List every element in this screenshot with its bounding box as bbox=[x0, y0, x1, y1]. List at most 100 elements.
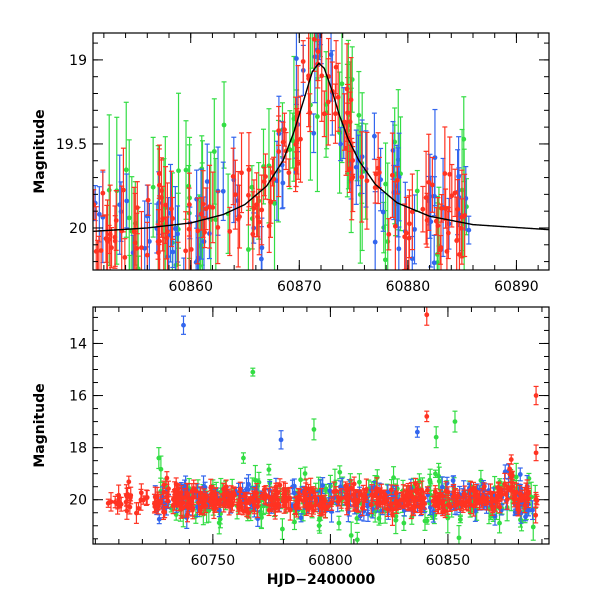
bottom-data-point bbox=[303, 467, 308, 480]
top-data-point bbox=[372, 113, 377, 159]
top-marker bbox=[259, 208, 264, 213]
bottom-marker bbox=[433, 471, 438, 476]
bottom-marker bbox=[337, 521, 342, 526]
bottom-marker bbox=[217, 520, 222, 525]
bottom-marker bbox=[134, 511, 139, 516]
top-y-tick-label: 19 bbox=[69, 53, 87, 69]
top-marker bbox=[453, 190, 458, 195]
bottom-marker bbox=[497, 521, 502, 526]
top-marker bbox=[267, 224, 272, 229]
top-marker bbox=[157, 239, 162, 244]
top-marker bbox=[286, 170, 291, 175]
bottom-panel-marks bbox=[106, 304, 540, 550]
top-marker bbox=[215, 225, 220, 230]
top-data-point bbox=[207, 165, 212, 248]
bottom-marker bbox=[174, 512, 179, 517]
bottom-marker bbox=[106, 501, 111, 506]
top-marker bbox=[334, 65, 339, 70]
top-marker bbox=[237, 214, 242, 219]
bottom-marker bbox=[256, 499, 261, 504]
top-marker bbox=[156, 201, 161, 206]
top-marker bbox=[170, 250, 175, 255]
top-marker bbox=[354, 165, 359, 170]
top-marker bbox=[373, 240, 378, 245]
top-marker bbox=[315, 114, 320, 119]
top-marker bbox=[175, 232, 180, 237]
top-marker bbox=[439, 206, 444, 211]
bottom-marker bbox=[301, 498, 306, 503]
top-marker bbox=[447, 172, 452, 177]
top-marker bbox=[319, 73, 324, 78]
bottom-marker bbox=[531, 525, 536, 530]
top-marker bbox=[95, 273, 100, 278]
top-marker bbox=[145, 253, 150, 258]
top-marker bbox=[100, 191, 105, 196]
bottom-data-point bbox=[280, 519, 285, 540]
bottom-marker bbox=[181, 506, 186, 511]
top-marker bbox=[393, 224, 398, 229]
top-marker bbox=[136, 298, 141, 303]
bottom-marker bbox=[393, 518, 398, 523]
top-marker bbox=[207, 204, 212, 209]
bottom-marker bbox=[113, 500, 118, 505]
top-marker bbox=[310, 20, 315, 25]
top-marker bbox=[121, 188, 126, 193]
bottom-marker bbox=[280, 527, 285, 532]
top-marker bbox=[296, 161, 301, 166]
bottom-marker bbox=[127, 505, 132, 510]
top-marker bbox=[201, 202, 206, 207]
top-marker bbox=[381, 210, 386, 215]
bottom-data-point bbox=[458, 516, 463, 522]
top-marker bbox=[184, 168, 189, 173]
top-marker bbox=[124, 167, 129, 172]
top-marker bbox=[107, 188, 112, 193]
top-data-point bbox=[151, 137, 156, 237]
top-marker bbox=[457, 252, 462, 257]
top-marker bbox=[183, 248, 188, 253]
top-marker bbox=[391, 148, 396, 153]
top-marker bbox=[386, 232, 391, 237]
top-marker bbox=[113, 235, 118, 240]
top-marker bbox=[365, 178, 370, 183]
top-marker bbox=[395, 178, 400, 183]
bottom-marker bbox=[509, 457, 514, 462]
top-data-point bbox=[194, 170, 199, 228]
top-data-point bbox=[139, 212, 144, 284]
bottom-marker bbox=[221, 503, 226, 508]
bottom-marker bbox=[299, 515, 304, 520]
top-x-tick-label: 60880 bbox=[386, 279, 431, 295]
top-marker bbox=[425, 218, 430, 223]
bottom-marker bbox=[533, 513, 538, 518]
top-marker bbox=[163, 203, 168, 208]
top-data-point bbox=[127, 140, 132, 296]
top-marker bbox=[246, 193, 251, 198]
bottom-marker bbox=[331, 489, 336, 494]
top-marker bbox=[436, 223, 441, 228]
bottom-data-point bbox=[518, 468, 523, 481]
bottom-marker bbox=[298, 477, 303, 482]
top-marker bbox=[312, 37, 317, 42]
top-marker bbox=[170, 216, 175, 221]
top-marker bbox=[407, 236, 412, 241]
bottom-marker bbox=[525, 507, 530, 512]
top-data-point bbox=[286, 159, 291, 186]
top-marker bbox=[205, 179, 210, 184]
top-marker bbox=[119, 209, 124, 214]
bottom-marker bbox=[317, 516, 322, 521]
top-marker bbox=[96, 271, 101, 276]
top-marker bbox=[350, 175, 355, 180]
top-marker bbox=[333, 111, 338, 116]
bottom-data-point bbox=[497, 513, 502, 533]
bottom-data-point bbox=[126, 476, 131, 487]
bottom-marker bbox=[145, 495, 150, 500]
top-data-point bbox=[420, 186, 425, 231]
top-x-tick-label: 60860 bbox=[168, 279, 213, 295]
top-marker bbox=[377, 170, 382, 175]
top-marker bbox=[430, 182, 435, 187]
top-marker bbox=[259, 257, 264, 262]
top-marker bbox=[222, 123, 227, 128]
top-marker bbox=[94, 249, 99, 254]
top-marker bbox=[161, 276, 166, 281]
top-marker bbox=[338, 142, 343, 147]
